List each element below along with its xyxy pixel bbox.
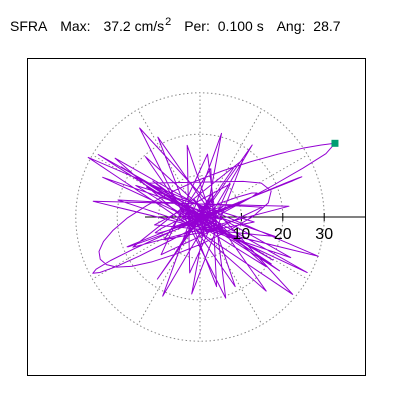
tick-labels: 10 20 30	[233, 226, 334, 243]
peak-marker-group	[331, 139, 339, 147]
angle-label: Ang:	[276, 18, 306, 34]
orbit-plot: 10 20 30	[75, 92, 365, 342]
chart-header: SFRA Max: 37.2 cm/s2 Per: 0.100 s Ang: 2…	[10, 16, 341, 38]
angle-value: 28.7	[313, 18, 341, 34]
grid-spoke-60	[199, 109, 263, 218]
record-label: SFRA	[10, 18, 48, 34]
orbit-trace-group	[87, 127, 336, 299]
x-tick-label-1: 10	[233, 226, 251, 243]
grid-spoke-120	[137, 109, 201, 218]
max-unit-exponent: 2	[165, 16, 172, 28]
x-tick-label-3: 30	[315, 226, 333, 243]
peak-marker	[331, 139, 339, 147]
period-label: Per:	[184, 18, 210, 34]
x-tick-label-2: 20	[274, 226, 292, 243]
max-value: 37.2 cm/s	[103, 18, 165, 34]
max-label: Max:	[60, 18, 91, 34]
plot-frame: 10 20 30	[27, 58, 366, 376]
grid-spoke-30	[199, 154, 308, 218]
period-value: 0.100 s	[217, 18, 264, 34]
orbit-trace	[87, 127, 336, 299]
grid-spoke-300	[199, 216, 263, 325]
